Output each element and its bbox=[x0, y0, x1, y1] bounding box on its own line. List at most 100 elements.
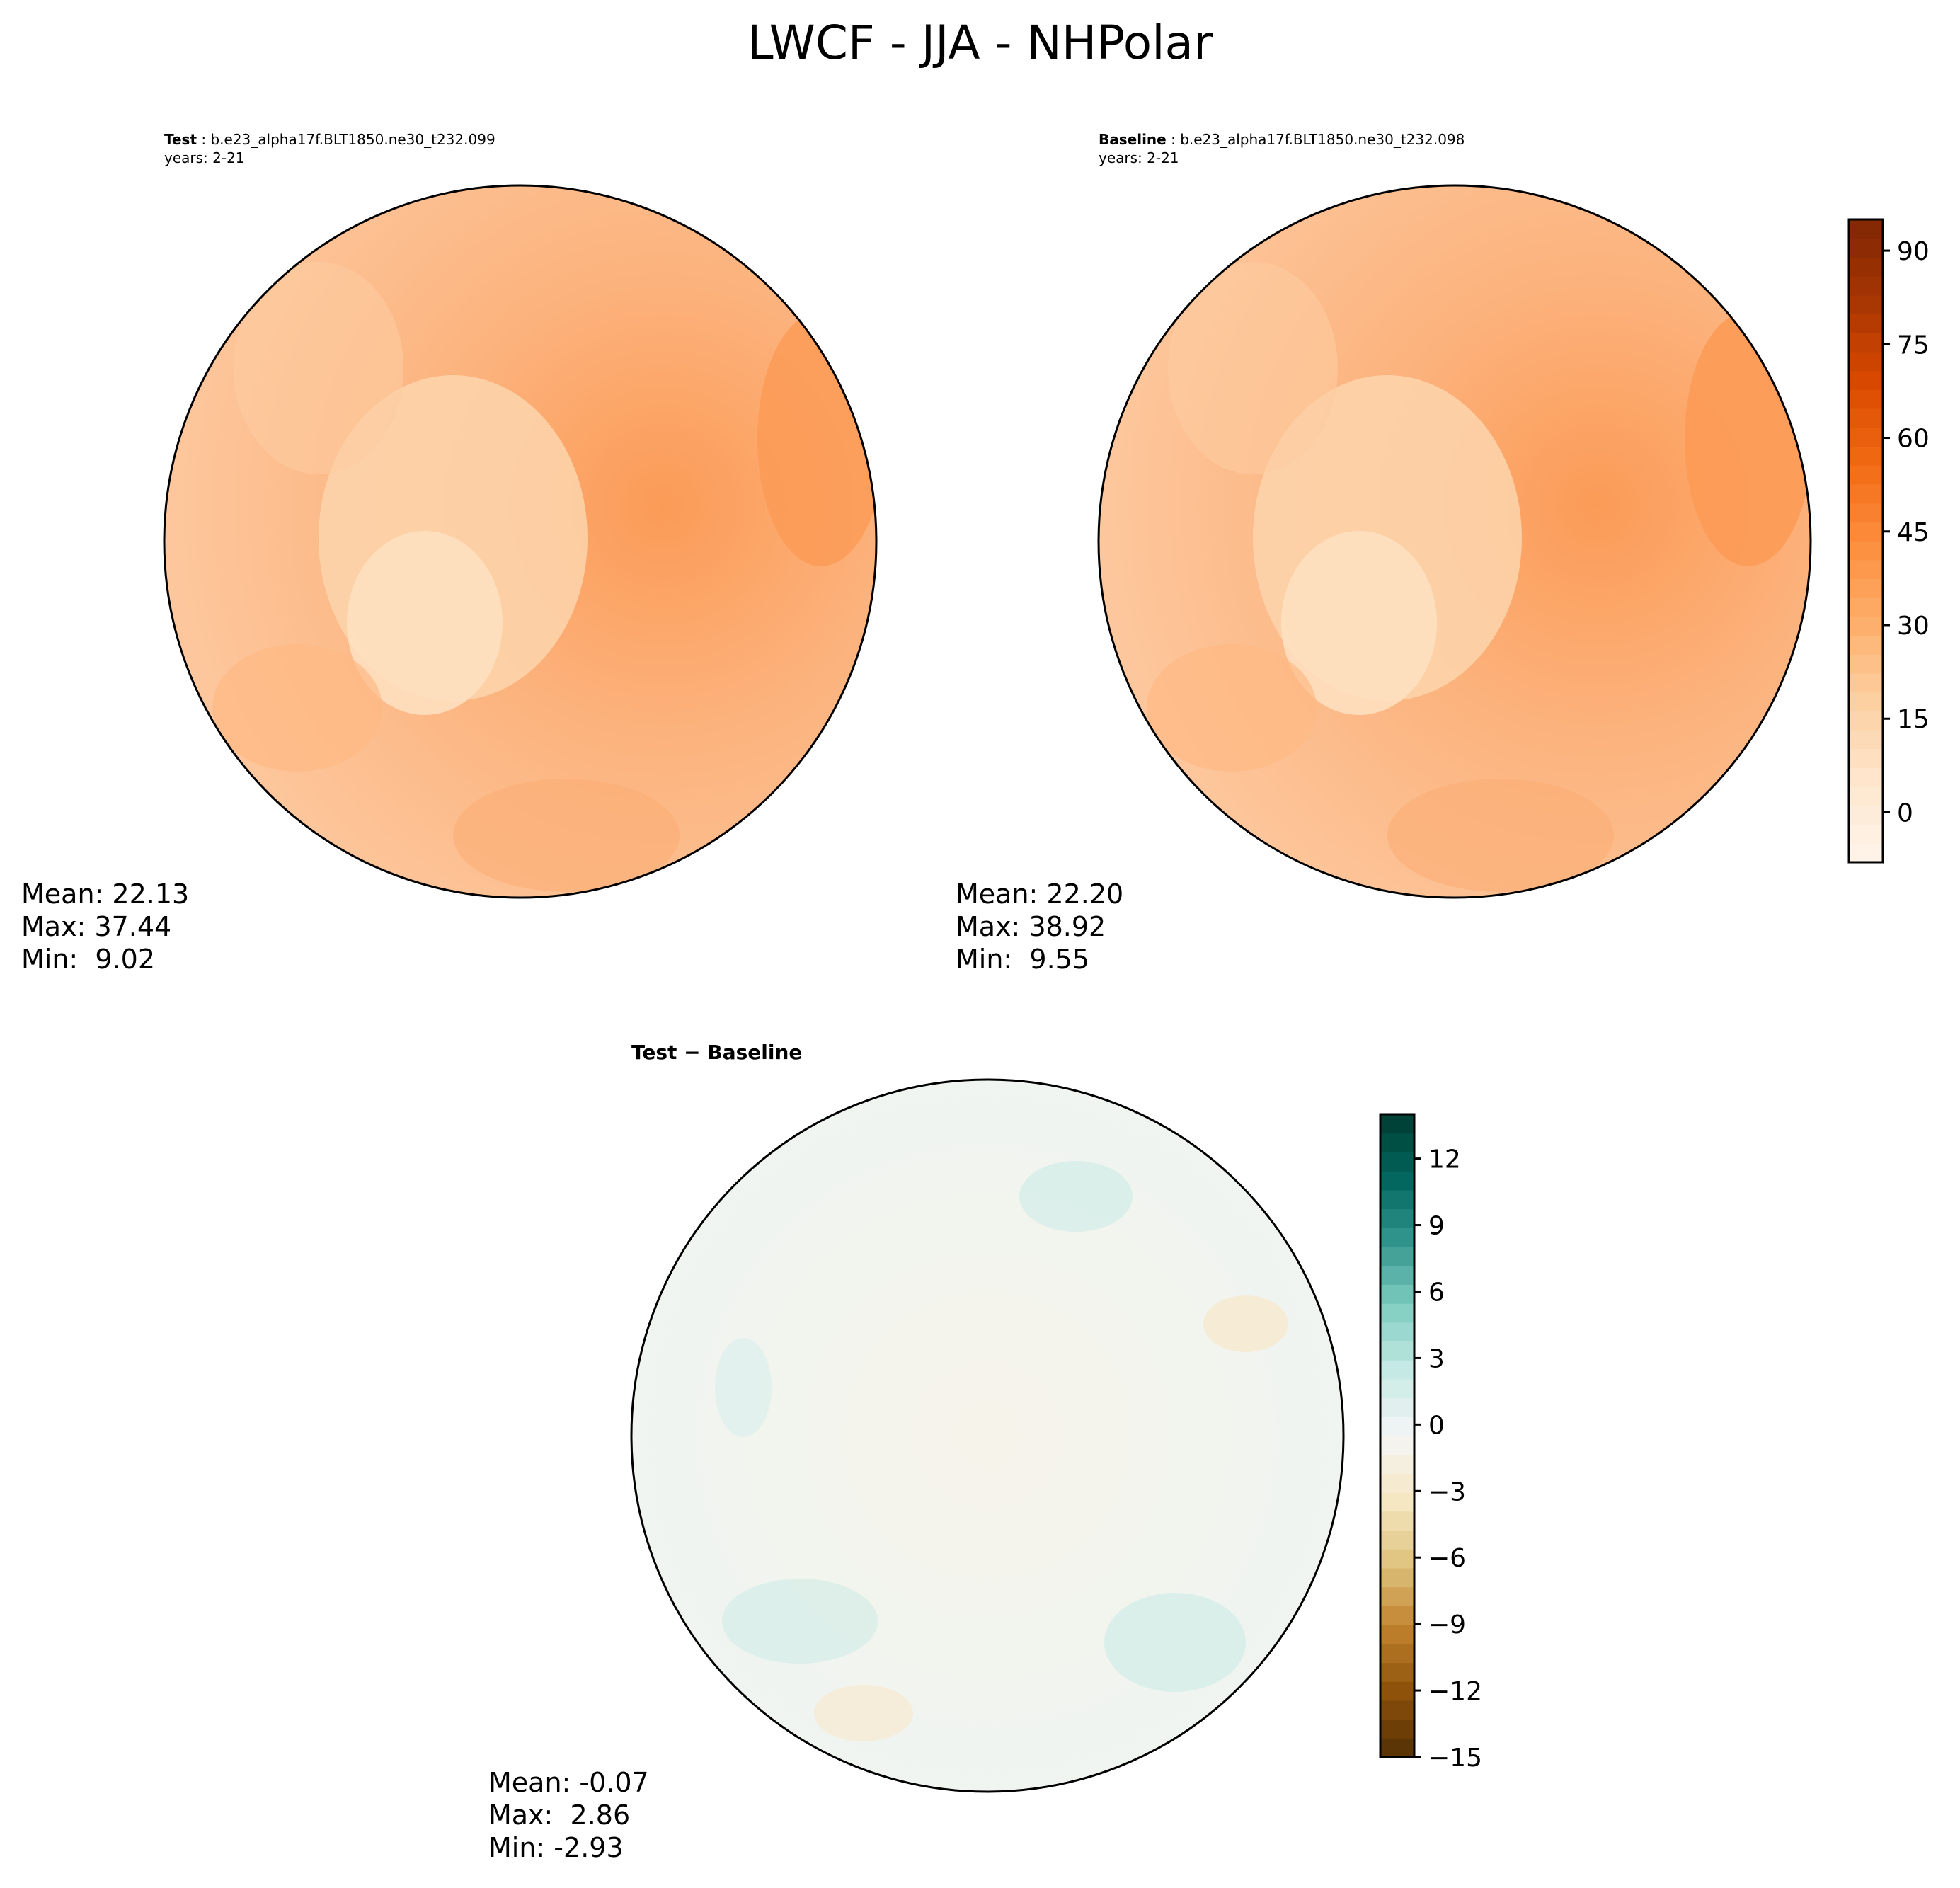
colorbar-segment bbox=[1380, 1681, 1414, 1701]
colorbar-segment bbox=[1380, 1378, 1414, 1399]
colorbar-segment bbox=[1380, 1606, 1414, 1625]
colorbar-tick-label: 0 bbox=[1897, 799, 1913, 828]
colorbar-segment bbox=[1849, 597, 1883, 617]
colorbar-segment bbox=[1380, 1549, 1414, 1569]
colorbar-segment bbox=[1380, 1417, 1414, 1436]
baseline-max: Max: 38.92 bbox=[956, 911, 1106, 942]
colorbar-tick-label: 6 bbox=[1428, 1278, 1445, 1307]
colorbar-tick-label: −9 bbox=[1428, 1610, 1466, 1640]
colorbar-segment bbox=[1380, 1171, 1414, 1191]
colorbar-segment bbox=[1380, 1228, 1414, 1247]
test-panel-title: Test : b.e23_alpha17f.BLT1850.ne30_t232.… bbox=[164, 130, 495, 167]
test-label: Test bbox=[164, 131, 197, 148]
diff-stats: Mean: -0.07 Max: 2.86 Min: -2.93 bbox=[488, 1766, 649, 1864]
colorbar-segment bbox=[1849, 578, 1883, 598]
colorbar-segment bbox=[1849, 748, 1883, 769]
colorbar-tick-label: 15 bbox=[1897, 705, 1930, 734]
colorbar-segment bbox=[1380, 1586, 1414, 1606]
colorbar-tick-label: −15 bbox=[1428, 1744, 1482, 1773]
test-max: Max: 37.44 bbox=[21, 911, 172, 942]
colorbar-segment bbox=[1380, 1662, 1414, 1682]
colorbar-segment bbox=[1380, 1700, 1414, 1720]
colorbar-segment bbox=[1849, 219, 1883, 239]
colorbar-segment bbox=[1849, 843, 1883, 863]
colorbar-segment bbox=[1380, 1152, 1414, 1172]
colorbar-segment bbox=[1380, 1208, 1414, 1228]
colorbar-segment bbox=[1849, 238, 1883, 258]
colorbar-segment bbox=[1849, 484, 1883, 504]
colorbar-tick-label: 9 bbox=[1428, 1212, 1445, 1241]
colorbar-segment bbox=[1849, 276, 1883, 296]
colorbar-segment bbox=[1380, 1360, 1414, 1380]
colorbar-segment bbox=[1380, 1133, 1414, 1153]
colorbar-segment bbox=[1380, 1189, 1414, 1210]
colorbar-segment bbox=[1849, 616, 1883, 636]
colorbar-segment bbox=[1380, 1625, 1414, 1644]
colorbar-segment bbox=[1849, 370, 1883, 390]
colorbar-segment bbox=[1849, 503, 1883, 522]
colorbar-tick-label: −3 bbox=[1428, 1477, 1466, 1506]
test-years: years: 2-21 bbox=[164, 149, 245, 166]
colorbar-segment bbox=[1380, 1265, 1414, 1285]
colorbar-segment bbox=[1380, 1436, 1414, 1455]
colorbar-segment bbox=[1849, 559, 1883, 580]
test-map bbox=[163, 184, 878, 899]
test-stats: Mean: 22.13 Max: 37.44 Min: 9.02 bbox=[21, 878, 189, 976]
test-min: Min: 9.02 bbox=[21, 944, 155, 975]
colorbar-segment bbox=[1380, 1738, 1414, 1758]
colorbar-segment bbox=[1380, 1492, 1414, 1512]
colorbar-segment bbox=[1849, 314, 1883, 333]
colorbar-diff: −15 −12 −9 −6 −3 0 3 6 9 12 bbox=[1379, 1113, 1482, 1773]
colorbar-segment bbox=[1849, 541, 1883, 561]
baseline-label: Baseline bbox=[1099, 131, 1167, 148]
colorbar-segment bbox=[1849, 673, 1883, 693]
colorbar-segment bbox=[1849, 294, 1883, 315]
colorbar-tick-label: 75 bbox=[1897, 331, 1930, 360]
diff-max: Max: 2.86 bbox=[488, 1800, 631, 1831]
diff-mean: Mean: -0.07 bbox=[488, 1767, 649, 1798]
baseline-map bbox=[1097, 184, 1812, 899]
colorbar-segment bbox=[1380, 1719, 1414, 1739]
colorbar-segment bbox=[1849, 427, 1883, 447]
colorbar-tick-label: 45 bbox=[1897, 518, 1930, 547]
baseline-panel-title: Baseline : b.e23_alpha17f.BLT1850.ne30_t… bbox=[1099, 130, 1465, 167]
colorbar-segment bbox=[1849, 635, 1883, 655]
colorbar-segment bbox=[1849, 692, 1883, 711]
colorbar-tick-label: −6 bbox=[1428, 1544, 1466, 1573]
colorbar-segment bbox=[1849, 824, 1883, 844]
colorbar-segment bbox=[1380, 1397, 1414, 1417]
colorbar-segment bbox=[1380, 1530, 1414, 1550]
colorbar-segment bbox=[1380, 1454, 1414, 1475]
colorbar-tick-label: 12 bbox=[1428, 1145, 1461, 1174]
diff-panel-title: Test − Baseline bbox=[631, 1041, 803, 1064]
colorbar-tick-label: 30 bbox=[1897, 612, 1930, 641]
colorbar-segment bbox=[1380, 1341, 1414, 1361]
colorbar-segment bbox=[1380, 1284, 1414, 1304]
colorbar-segment bbox=[1380, 1511, 1414, 1531]
colorbar-segment bbox=[1849, 257, 1883, 277]
colorbar-segment bbox=[1849, 654, 1883, 674]
baseline-min: Min: 9.55 bbox=[956, 944, 1089, 975]
colorbar-segment bbox=[1849, 522, 1883, 542]
baseline-case-name: : b.e23_alpha17f.BLT1850.ne30_t232.098 bbox=[1166, 131, 1465, 148]
baseline-mean: Mean: 22.20 bbox=[956, 879, 1124, 910]
baseline-stats: Mean: 22.20 Max: 38.92 Min: 9.55 bbox=[956, 878, 1123, 976]
colorbar-tick-label: 3 bbox=[1428, 1344, 1445, 1373]
colorbar-tick-label: 0 bbox=[1428, 1411, 1445, 1440]
colorbar-segment bbox=[1380, 1322, 1414, 1342]
colorbar-segment bbox=[1849, 389, 1883, 409]
test-case-name: : b.e23_alpha17f.BLT1850.ne30_t232.099 bbox=[197, 131, 495, 148]
colorbar-segment bbox=[1849, 351, 1883, 372]
colorbar-segment bbox=[1849, 711, 1883, 731]
colorbar-segment bbox=[1380, 1303, 1414, 1323]
colorbar-segment bbox=[1849, 333, 1883, 353]
colorbar-tick-label: 90 bbox=[1897, 237, 1930, 266]
diff-map bbox=[630, 1078, 1345, 1793]
colorbar-segment bbox=[1849, 465, 1883, 485]
colorbar-segment bbox=[1849, 446, 1883, 466]
colorbar-top: 0 15 30 45 60 75 90 bbox=[1847, 218, 1930, 864]
baseline-years: years: 2-21 bbox=[1099, 149, 1179, 166]
colorbar-segment bbox=[1380, 1567, 1414, 1588]
colorbar-segment bbox=[1849, 767, 1883, 787]
